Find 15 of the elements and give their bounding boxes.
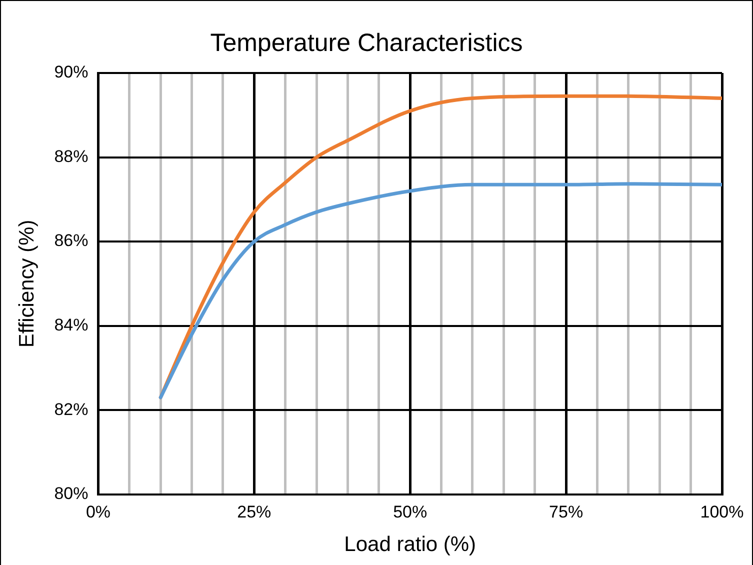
y-axis-title: Efficiency (%) <box>15 220 38 348</box>
line-series <box>158 182 722 400</box>
x-axis-title: Load ratio (%) <box>344 533 476 556</box>
x-tick-label: 75% <box>549 502 584 522</box>
x-tick-label: 100% <box>700 502 744 522</box>
x-tick-label: 50% <box>393 502 428 522</box>
y-tick-label: 80% <box>54 484 88 504</box>
y-tick-label: 82% <box>54 400 88 419</box>
y-tick-label: 90% <box>54 62 88 82</box>
y-tick-label: 88% <box>54 146 88 166</box>
x-tick-label: 0% <box>86 502 111 522</box>
y-tick-label: 84% <box>54 316 88 335</box>
y-tick-label: 86% <box>54 231 88 250</box>
x-tick-label: 25% <box>237 502 272 522</box>
chart-title: Temperature Characteristics <box>210 28 523 57</box>
